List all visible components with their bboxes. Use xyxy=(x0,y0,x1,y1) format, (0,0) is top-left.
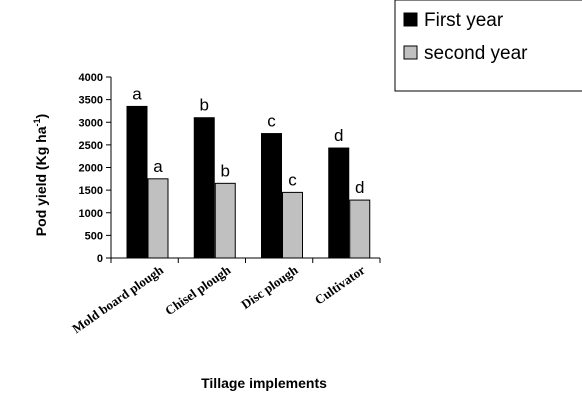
bar-second-year xyxy=(282,191,303,259)
x-tick-label: Chisel plough xyxy=(162,262,234,318)
y-tick-label: 3000 xyxy=(79,117,103,129)
significance-letter: d xyxy=(355,178,364,197)
significance-letter: a xyxy=(132,84,142,103)
x-axis-title: Tillage implements xyxy=(201,375,327,391)
significance-letter: c xyxy=(288,170,297,189)
y-axis-title: Pod yield (Kg ha-1) xyxy=(32,114,49,236)
bar-first-year xyxy=(193,117,215,259)
bar-second-year xyxy=(349,199,371,259)
bars xyxy=(126,105,371,259)
bar-second-year xyxy=(214,182,236,259)
x-tick-label: Cultivator xyxy=(312,262,368,308)
legend-box xyxy=(394,0,582,92)
y-tick-label: 500 xyxy=(85,230,103,242)
y-tick-label: 0 xyxy=(97,253,103,265)
significance-letter: a xyxy=(153,157,163,176)
x-tick-label: Disc plough xyxy=(238,262,301,312)
y-axis-title-superscript: -1 xyxy=(32,118,42,126)
y-axis-title-main: Pod yield (Kg ha xyxy=(33,126,49,236)
significance-letter: c xyxy=(267,112,276,131)
legend-label: First year xyxy=(424,10,504,31)
y-axis-title-close: ) xyxy=(33,114,49,119)
significance-letter: b xyxy=(200,96,209,115)
y-tick-label: 1000 xyxy=(79,208,103,220)
y-tick-label: 2000 xyxy=(79,163,103,175)
legend-swatch xyxy=(403,12,418,27)
bar-first-year xyxy=(261,133,282,259)
y-axis: 0 500 1000 1500 2000 2500 3000 3500 4000 xyxy=(79,72,112,265)
bar-second-year xyxy=(147,178,169,259)
legend: First year second year xyxy=(394,0,582,92)
legend-swatch xyxy=(403,45,418,60)
significance-letter: b xyxy=(221,161,230,180)
y-tick-label: 3500 xyxy=(79,95,103,107)
significance-letter: d xyxy=(334,126,343,145)
y-tick-label: 1500 xyxy=(79,185,103,197)
significance-letters: a a b b c c d d xyxy=(132,84,364,197)
bar-first-year xyxy=(126,105,148,259)
bar-first-year xyxy=(328,147,350,259)
y-tick-label: 4000 xyxy=(79,72,103,84)
legend-label: second year xyxy=(424,43,528,64)
x-tick-label: Mold board plough xyxy=(69,262,166,336)
y-tick-label: 2500 xyxy=(79,140,103,152)
